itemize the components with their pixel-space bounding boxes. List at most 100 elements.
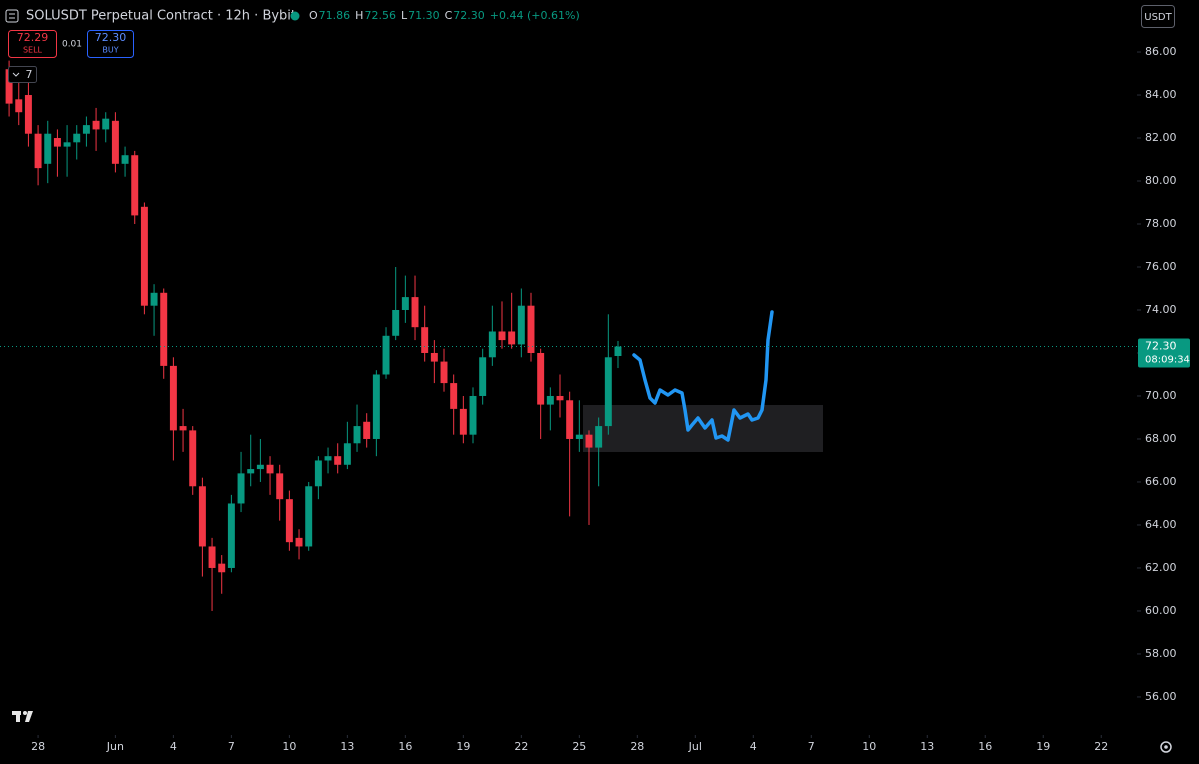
- ohlc-value: 71.86: [319, 9, 351, 22]
- candle-body: [15, 99, 23, 113]
- plot-area: [5, 60, 622, 611]
- candle-body: [256, 464, 264, 470]
- y-tick-label: 70.00: [1145, 389, 1177, 402]
- sell-price: 72.29: [17, 31, 49, 44]
- buy-label: BUY: [102, 46, 118, 55]
- y-tick-label: 84.00: [1145, 88, 1177, 101]
- indicator-toggle[interactable]: [8, 66, 37, 83]
- candle-body: [488, 331, 496, 358]
- candle-body: [34, 133, 42, 169]
- candle-body: [24, 95, 32, 134]
- y-tick-label: 56.00: [1145, 690, 1177, 703]
- candle-body: [430, 352, 438, 362]
- settings-icon[interactable]: [1160, 741, 1172, 753]
- ohlc-value: 72.56: [364, 9, 396, 22]
- candle-body: [131, 155, 139, 216]
- x-tick-label: 28: [630, 740, 644, 753]
- candle-body: [527, 305, 535, 353]
- y-tick-label: 86.00: [1145, 45, 1177, 58]
- x-tick-label: 16: [398, 740, 412, 753]
- x-tick-label: 7: [808, 740, 815, 753]
- x-tick-label: 22: [1094, 740, 1108, 753]
- last-price-box: [1138, 338, 1190, 368]
- menu-icon[interactable]: [5, 9, 19, 23]
- candle-body: [537, 352, 545, 405]
- candle-body: [305, 486, 313, 547]
- candle-body: [450, 383, 458, 409]
- x-tick-label: 4: [750, 740, 757, 753]
- candle-body: [102, 118, 110, 130]
- x-tick-label: Jun: [106, 740, 124, 753]
- ohlc-value: 72.30: [453, 9, 485, 22]
- candle-body: [421, 327, 429, 353]
- projection-brush[interactable]: [632, 310, 774, 442]
- y-tick-label: 68.00: [1145, 432, 1177, 445]
- x-tick-label: 7: [228, 740, 235, 753]
- candle-body: [295, 537, 303, 547]
- candle-body: [595, 426, 603, 448]
- ohlc-key: L: [401, 9, 408, 22]
- candle-body: [285, 499, 293, 543]
- countdown: 08:09:34: [1145, 355, 1190, 366]
- candle-body: [5, 69, 13, 104]
- logo-part: [25, 711, 33, 722]
- candle-body: [179, 426, 187, 431]
- candle-body: [218, 563, 226, 573]
- candle-body: [150, 292, 158, 306]
- candle-body: [227, 503, 235, 568]
- ohlc-legend: O 71.86 H 72.56 L 71.30 C 72.30 +0.44 (+0.61%): [309, 9, 580, 22]
- candle-body: [614, 346, 622, 356]
- change: +0.44 (+0.61%): [490, 9, 580, 22]
- y-tick-label: 74.00: [1145, 303, 1177, 316]
- candle-body: [353, 426, 361, 444]
- candle-body: [566, 400, 574, 439]
- y-tick-label: 66.00: [1145, 475, 1177, 488]
- candle-body: [382, 335, 390, 375]
- logo-part: [16, 711, 20, 722]
- tv-logo[interactable]: [12, 711, 33, 722]
- candle-body: [160, 292, 168, 366]
- market-status: [290, 11, 300, 21]
- candle-body: [247, 469, 255, 474]
- candle-body: [401, 297, 409, 310]
- x-tick-label: 4: [170, 740, 177, 753]
- last-price-label: 72.30: [1145, 340, 1177, 353]
- candle-body: [517, 305, 525, 345]
- candle-body: [411, 297, 419, 328]
- candle-body: [372, 374, 380, 439]
- x-tick-label: 16: [978, 740, 992, 753]
- currency: USDT: [1144, 12, 1172, 23]
- candle-body: [498, 331, 506, 341]
- buy-button[interactable]: [87, 30, 134, 58]
- x-tick-label: 19: [1036, 740, 1050, 753]
- y-tick-label: 78.00: [1145, 217, 1177, 230]
- candle-body: [459, 408, 467, 435]
- symbol-title[interactable]: SOLUSDT Perpetual Contract · 12h · Bybit: [26, 9, 296, 24]
- sell-label: SELL: [23, 46, 43, 55]
- candle-body: [469, 395, 477, 435]
- candle-body: [82, 125, 90, 134]
- candle-body: [198, 486, 206, 547]
- currency-button[interactable]: [1141, 5, 1175, 28]
- x-tick-label: 13: [920, 740, 934, 753]
- y-tick-label: 60.00: [1145, 604, 1177, 617]
- candle-body: [392, 309, 400, 336]
- candle-body: [208, 546, 216, 568]
- sell-button[interactable]: [8, 30, 57, 58]
- x-tick-label: 10: [862, 740, 876, 753]
- candle-body: [140, 206, 148, 306]
- y-tick-label: 62.00: [1145, 561, 1177, 574]
- candle-body: [324, 456, 332, 461]
- candle-body: [111, 120, 119, 164]
- candle-body: [53, 138, 61, 147]
- candle-body: [92, 120, 100, 130]
- candle-body: [73, 133, 81, 143]
- x-tick-label: 10: [282, 740, 296, 753]
- zone-box[interactable]: [583, 405, 823, 452]
- y-tick-label: 64.00: [1145, 518, 1177, 531]
- candle-body: [546, 395, 554, 405]
- candle-body: [189, 430, 197, 487]
- x-tick-label: 19: [456, 740, 470, 753]
- y-tick-label: 82.00: [1145, 131, 1177, 144]
